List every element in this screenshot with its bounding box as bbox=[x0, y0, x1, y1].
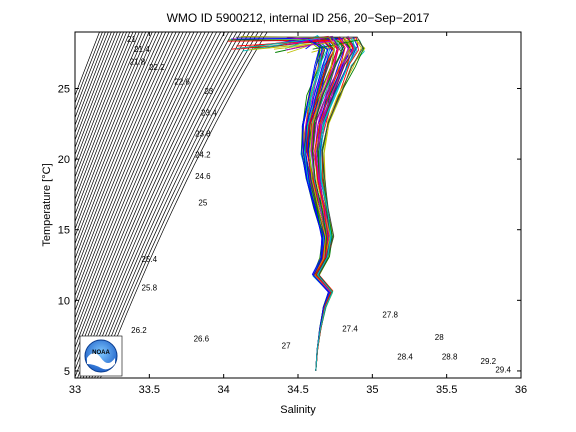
float-profiles bbox=[227, 34, 366, 371]
y-tick-label: 25 bbox=[58, 83, 70, 95]
isopycnal-label: 23.8 bbox=[195, 130, 211, 139]
noaa-logo: NOAA bbox=[79, 335, 123, 377]
isopycnal-label: 27 bbox=[282, 341, 291, 350]
isopycnal-line bbox=[75, 32, 230, 378]
isopycnal-line bbox=[75, 32, 222, 363]
isopycnal-line bbox=[79, 32, 238, 378]
x-axis-label: Salinity bbox=[280, 404, 316, 416]
isopycnal-line bbox=[75, 32, 195, 311]
y-axis: 5 10 15 20 25 bbox=[58, 83, 521, 378]
isopycnal-line bbox=[75, 32, 184, 289]
isopycnal-line bbox=[75, 32, 157, 230]
isopycnal-label: 26.2 bbox=[131, 326, 147, 335]
isopycnal-label: 29.4 bbox=[495, 365, 511, 374]
isopycnal-label: 24.2 bbox=[195, 151, 211, 160]
plot-background bbox=[75, 32, 521, 378]
isopycnal-label: 21.8 bbox=[130, 57, 146, 66]
isopycnal-line bbox=[75, 32, 177, 274]
isopycnal-line bbox=[75, 32, 226, 371]
y-tick-label: 15 bbox=[58, 225, 70, 237]
isopycnal-label: 28.8 bbox=[442, 353, 458, 362]
isopycnal-label: 25.8 bbox=[142, 283, 158, 292]
isopycnal-line bbox=[88, 32, 250, 378]
x-tick-label: 33.5 bbox=[139, 384, 160, 396]
profile-line bbox=[301, 39, 331, 371]
isopycnal-line bbox=[75, 32, 188, 296]
isopycnal-line bbox=[75, 32, 210, 341]
isopycnal-line bbox=[77, 32, 234, 378]
x-tick-label: 33 bbox=[69, 384, 81, 396]
isopycnal-label: 28.4 bbox=[397, 353, 413, 362]
y-tick-label: 5 bbox=[64, 366, 70, 378]
isopycnal-label: 23 bbox=[204, 87, 213, 96]
x-axis: 33 33.5 34 34.5 35 35.5 36 bbox=[69, 32, 527, 396]
isopycnal-label: 21 bbox=[127, 35, 136, 44]
x-tick-label: 35.5 bbox=[436, 384, 457, 396]
profile-line bbox=[315, 37, 355, 371]
chart-title: WMO ID 5900212, internal ID 256, 20−Sep−… bbox=[167, 11, 430, 25]
isopycnal-line bbox=[75, 32, 163, 244]
x-tick-label: 35 bbox=[366, 384, 378, 396]
isopycnal-label: 22.6 bbox=[174, 77, 190, 86]
isopycnal-line bbox=[75, 32, 170, 259]
isopycnal-line bbox=[75, 32, 181, 282]
isopycnal-label: 25 bbox=[198, 199, 207, 208]
isopycnal-line bbox=[82, 32, 242, 378]
isopycnal-line bbox=[85, 32, 246, 378]
y-tick-label: 10 bbox=[58, 295, 70, 307]
isopycnal-line bbox=[100, 32, 268, 378]
isopycnal-line bbox=[75, 32, 206, 333]
isopycnal-label: 28 bbox=[435, 333, 444, 342]
isopycnal-line bbox=[97, 32, 264, 378]
isopycnal-contours bbox=[75, 32, 268, 378]
isopycnal-label: 27.8 bbox=[382, 310, 398, 319]
noaa-logo-text: NOAA bbox=[92, 350, 110, 356]
x-tick-label: 34 bbox=[218, 384, 230, 396]
isopycnal-line bbox=[75, 32, 218, 356]
y-tick-label: 20 bbox=[58, 154, 70, 166]
isopycnal-line bbox=[75, 32, 160, 237]
x-tick-label: 34.5 bbox=[287, 384, 308, 396]
isopycnal-line bbox=[75, 32, 199, 319]
isopycnal-label: 22.2 bbox=[149, 63, 165, 72]
isopycnal-line bbox=[94, 32, 259, 378]
isopycnal-label: 24.6 bbox=[195, 172, 211, 181]
x-tick-label: 36 bbox=[515, 384, 527, 396]
isopycnal-label: 29.2 bbox=[481, 357, 497, 366]
isopycnal-line bbox=[75, 32, 153, 222]
isopycnal-line bbox=[75, 32, 202, 326]
isopycnal-line bbox=[75, 32, 167, 252]
isopycnal-label: 25.4 bbox=[142, 255, 158, 264]
isopycnal-line bbox=[75, 32, 214, 348]
isopycnal-line bbox=[75, 32, 191, 304]
isopycnal-label: 21.4 bbox=[134, 45, 150, 54]
y-axis-label: Temperature [°C] bbox=[41, 163, 53, 246]
isopycnal-label: 26.6 bbox=[194, 334, 210, 343]
isopycnal-label: 23.4 bbox=[201, 108, 217, 117]
isopycnal-line bbox=[75, 32, 173, 267]
isopycnal-line bbox=[91, 32, 255, 378]
isopycnal-label: 27.4 bbox=[342, 324, 358, 333]
